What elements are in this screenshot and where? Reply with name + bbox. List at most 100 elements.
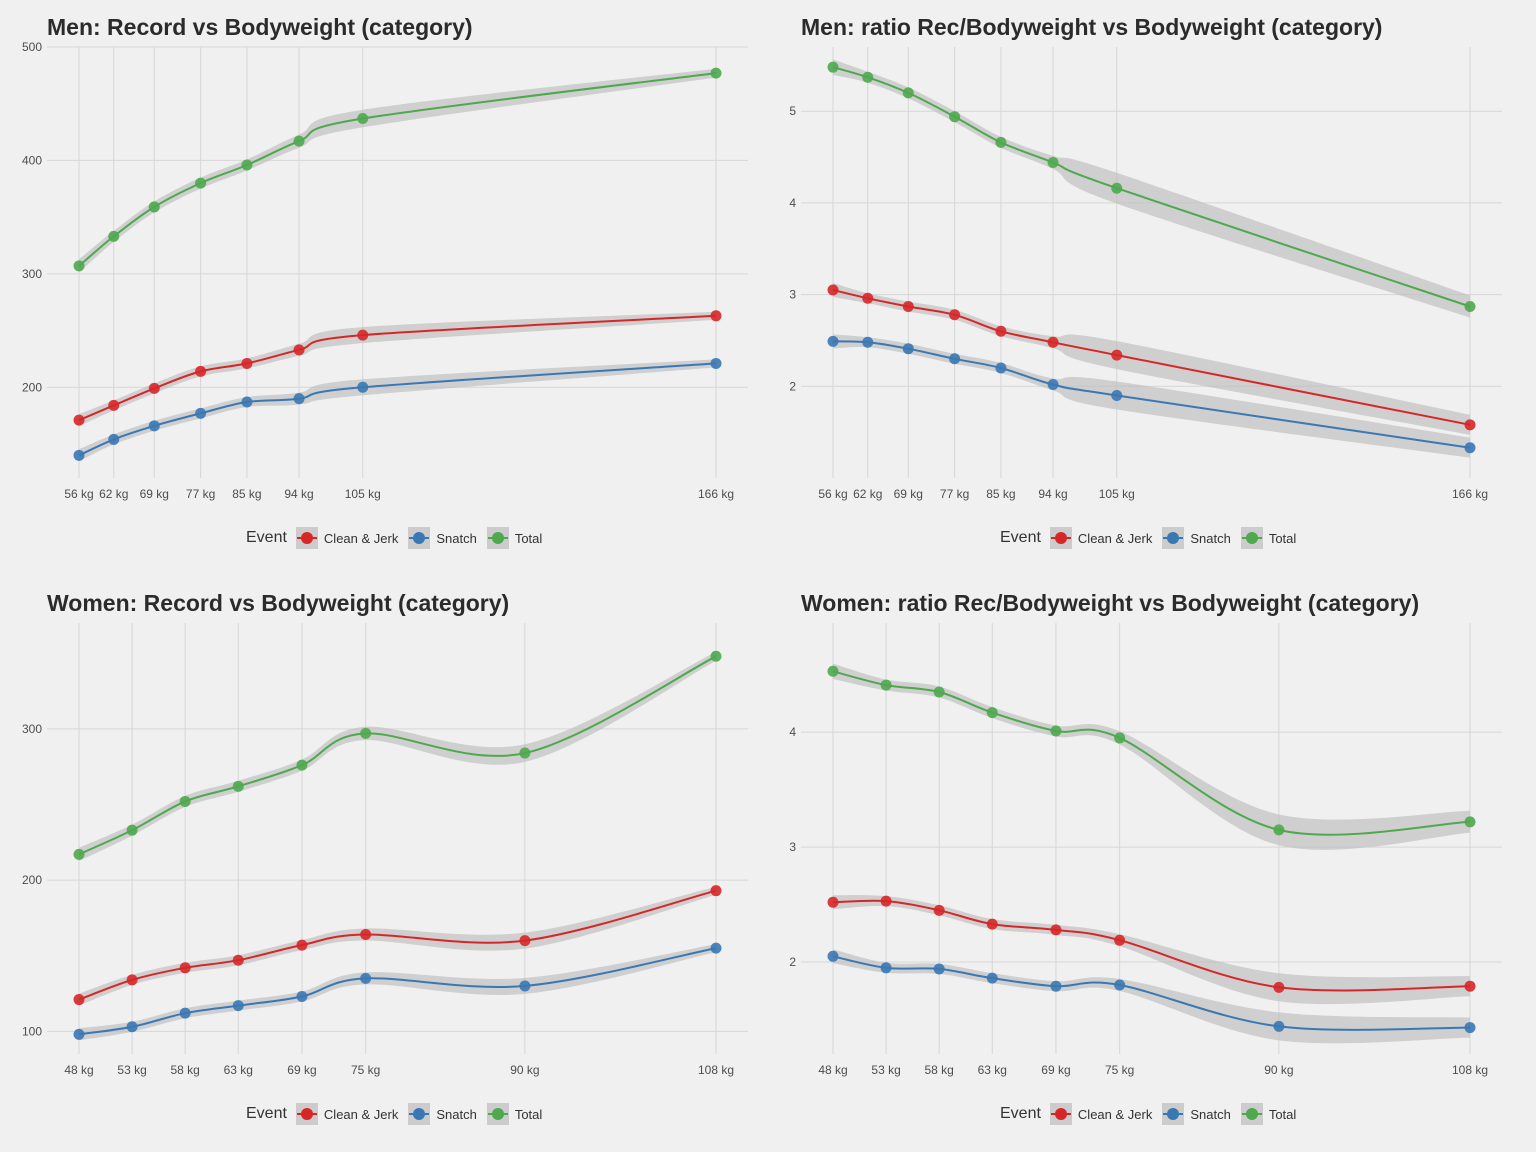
- y-tick-label: 4: [789, 725, 796, 739]
- data-point: [827, 665, 839, 677]
- x-tick-label: 69 kg: [140, 487, 169, 501]
- x-tick-label: 63 kg: [978, 1063, 1007, 1077]
- legend-title: Event: [1000, 1105, 1041, 1122]
- x-tick-label: 105 kg: [345, 487, 381, 501]
- series-line: [78, 314, 717, 422]
- data-point: [232, 954, 244, 966]
- x-tick-label: 62 kg: [853, 487, 882, 501]
- data-point: [880, 895, 892, 907]
- data-point: [1111, 182, 1123, 194]
- legend-title: Event: [1000, 529, 1041, 546]
- legend-item-snatch: Snatch: [1162, 527, 1231, 549]
- data-point: [1111, 389, 1123, 401]
- y-tick-label: 3: [789, 288, 796, 302]
- data-point: [241, 159, 253, 171]
- data-point: [296, 939, 308, 951]
- chart-title: Women: ratio Rec/Bodyweight vs Bodyweigh…: [801, 590, 1420, 616]
- data-point: [148, 420, 160, 432]
- data-point: [710, 885, 722, 897]
- data-point: [949, 309, 961, 321]
- data-point: [360, 727, 372, 739]
- data-point: [1114, 934, 1126, 946]
- chart-panel-men-ratio: 2 3 4 5 56 kg 62 kg 69 kg 77 kg 85 kg 94 kg 105 kg…: [754, 0, 1522, 576]
- data-point: [1050, 924, 1062, 936]
- data-point: [357, 112, 369, 124]
- data-point: [73, 260, 85, 272]
- data-point: [148, 382, 160, 394]
- data-point: [880, 962, 892, 974]
- data-point: [827, 950, 839, 962]
- confidence-band: [833, 59, 1470, 318]
- data-point: [827, 896, 839, 908]
- legend-item-total: Total: [1240, 1103, 1297, 1125]
- legend-label: Total: [1268, 1106, 1297, 1122]
- data-point: [357, 381, 369, 393]
- data-point: [862, 292, 874, 304]
- x-tick-label: 85 kg: [986, 487, 1015, 501]
- data-point: [179, 795, 191, 807]
- y-tick-label: 200: [22, 380, 42, 394]
- data-point: [995, 325, 1007, 337]
- data-point: [293, 344, 305, 356]
- x-tick-label: 85 kg: [232, 487, 261, 501]
- y-tick-label: 5: [789, 104, 796, 118]
- x-tick-label: 53 kg: [871, 1063, 900, 1077]
- x-tick-label: 69 kg: [1041, 1063, 1070, 1077]
- x-tick-label: 69 kg: [287, 1063, 316, 1077]
- data-point: [710, 650, 722, 662]
- data-point: [195, 365, 207, 377]
- data-point: [148, 201, 160, 213]
- confidence-band: [833, 949, 1470, 1044]
- data-point: [1273, 824, 1285, 836]
- data-point: [126, 1021, 138, 1033]
- x-tick-label: 108 kg: [1452, 1063, 1488, 1077]
- legend-title: Event: [246, 529, 287, 546]
- data-point: [986, 707, 998, 719]
- data-point: [986, 972, 998, 984]
- data-point: [1464, 980, 1476, 992]
- data-point: [232, 780, 244, 792]
- data-point: [1464, 816, 1476, 828]
- data-point: [827, 284, 839, 296]
- legend-item-total: Total: [486, 1103, 542, 1125]
- data-point: [108, 399, 120, 411]
- chart-title: Women: Record vs Bodyweight (category): [47, 590, 510, 616]
- data-point: [995, 362, 1007, 374]
- data-point: [126, 974, 138, 986]
- data-point: [1047, 378, 1059, 390]
- data-point: [179, 1007, 191, 1019]
- legend-label: Snatch: [1190, 1106, 1231, 1122]
- x-tick-label: 90 kg: [510, 1063, 539, 1077]
- legend-item-snatch: Snatch: [408, 527, 477, 549]
- legend-title: Event: [246, 1105, 287, 1122]
- data-point: [1464, 1022, 1476, 1034]
- data-point: [360, 972, 372, 984]
- y-tick-label: 400: [22, 153, 42, 167]
- legend-item-clean-jerk: Clean & Jerk: [1049, 1103, 1152, 1125]
- data-point: [241, 357, 253, 369]
- y-tick-label: 500: [22, 40, 42, 54]
- chart-panel-men-record: 200 300 400 500 56 kg 62 kg 69 kg 77 kg 85 kg 94 …: [0, 0, 768, 576]
- x-tick-label: 94 kg: [284, 487, 313, 501]
- data-point: [1114, 979, 1126, 991]
- chart-legend: Event Clean & Jerk Snatch Total: [1000, 524, 1306, 552]
- data-point: [827, 61, 839, 73]
- data-point: [1273, 1020, 1285, 1032]
- confidence-band: [79, 311, 716, 427]
- legend-item-clean-jerk: Clean & Jerk: [295, 1103, 398, 1125]
- chart-title: Men: Record vs Bodyweight (category): [47, 14, 473, 40]
- data-point: [108, 230, 120, 242]
- data-point: [293, 393, 305, 405]
- chart-legend: Event Clean & Jerk Snatch Total: [246, 524, 552, 552]
- data-point: [986, 918, 998, 930]
- grid: [47, 623, 748, 1054]
- chart-plot: 100 200 300 48 kg 53 kg 58 kg 63 kg 69 kg 75 kg 9…: [22, 623, 748, 1077]
- data-point: [1050, 980, 1062, 992]
- x-tick-label: 77 kg: [186, 487, 215, 501]
- data-point: [710, 357, 722, 369]
- data-point: [73, 449, 85, 461]
- data-point: [933, 904, 945, 916]
- legend-item-total: Total: [1240, 527, 1296, 549]
- data-point: [710, 942, 722, 954]
- data-point: [1047, 336, 1059, 348]
